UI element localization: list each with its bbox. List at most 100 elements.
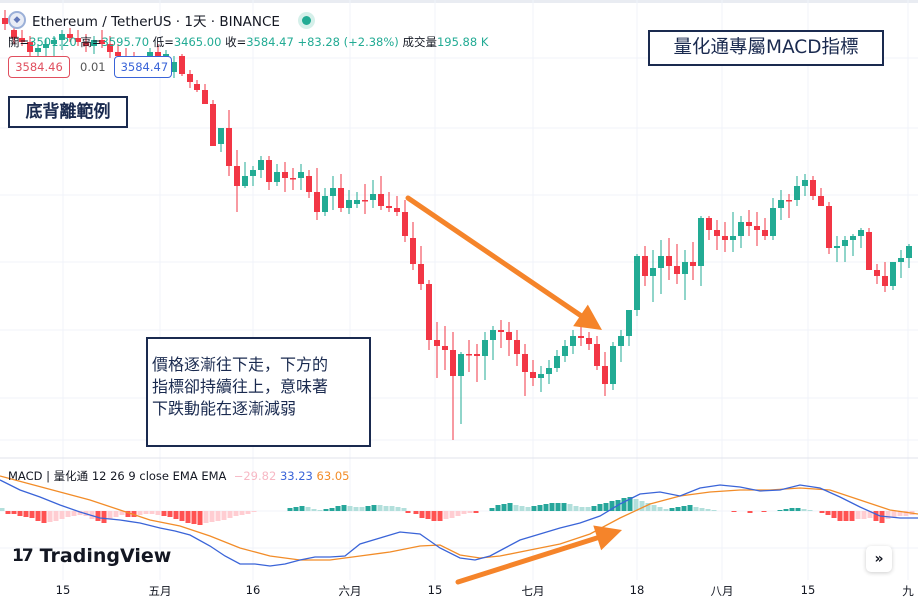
symbol-legend[interactable]: ◆ Ethereum / TetherUS · 1天 · BINANCE bbox=[8, 10, 311, 30]
candle-down bbox=[498, 330, 504, 332]
macd-histogram-bar bbox=[627, 497, 633, 511]
close-label: 收= bbox=[225, 35, 247, 49]
buy-button[interactable]: 3584.47 bbox=[113, 56, 172, 78]
macd-histogram-bar bbox=[675, 507, 681, 511]
macd-histogram-bar bbox=[639, 501, 645, 511]
divergence-example-label: 底背離範例 bbox=[8, 96, 128, 128]
macd-histogram-bar bbox=[299, 506, 305, 511]
candle-up bbox=[682, 262, 688, 274]
time-axis-label: 15 bbox=[427, 583, 443, 597]
macd-histogram-bar bbox=[0, 508, 5, 511]
macd-histogram-bar bbox=[849, 511, 855, 521]
candle-up bbox=[850, 236, 856, 240]
macd-histogram-bar bbox=[777, 510, 783, 511]
sell-button[interactable]: 3584.46 bbox=[8, 56, 70, 78]
macd-histogram-bar bbox=[41, 511, 47, 523]
tradingview-logo[interactable]: 17 TradingView bbox=[12, 545, 171, 567]
candle-down bbox=[506, 332, 512, 340]
macd-histogram-bar bbox=[687, 505, 693, 511]
macd-histogram-bar bbox=[843, 511, 849, 521]
macd-histogram-bar bbox=[11, 511, 17, 514]
candle-down bbox=[530, 372, 536, 378]
macd-histogram-bar bbox=[507, 503, 513, 511]
low-value: 3465.00 bbox=[173, 35, 222, 49]
macd-histogram-bar bbox=[591, 506, 597, 511]
divergence-explanation-note: 價格逐漸往下走，下方的 指標卻持續往上，意味著 下跌動能在逐漸減弱 bbox=[146, 337, 371, 447]
time-axis[interactable]: 15 五月 16 六月 15 七月 18 八月 15 九 bbox=[0, 580, 918, 605]
candle-up bbox=[570, 336, 576, 346]
change-value: +83.28 (+2.38%) bbox=[297, 35, 399, 49]
candle-up bbox=[298, 172, 304, 178]
macd-histogram-bar bbox=[525, 507, 531, 511]
macd-histogram-bar bbox=[819, 511, 825, 513]
candle-up bbox=[794, 186, 800, 200]
candle-up bbox=[658, 256, 664, 268]
candle-up bbox=[906, 246, 912, 258]
macd-histogram-bar bbox=[609, 501, 615, 511]
candle-down bbox=[442, 346, 448, 350]
candle-down bbox=[826, 206, 832, 248]
candle-down bbox=[522, 354, 528, 372]
macd-histogram-bar bbox=[513, 505, 519, 511]
macd-histogram-bar bbox=[699, 508, 705, 511]
candle-up bbox=[730, 236, 736, 240]
macd-histogram-bar bbox=[365, 506, 371, 511]
macd-histogram-bar bbox=[855, 511, 861, 519]
macd-histogram-bar bbox=[825, 511, 831, 515]
macd-indicator-legend[interactable]: MACD | 量化通 12 26 9 close EMA EMA −29.82 … bbox=[8, 468, 349, 484]
macd-histogram-bar bbox=[401, 508, 407, 511]
macd-histogram-bar bbox=[425, 511, 431, 519]
candle-down bbox=[202, 90, 208, 104]
candle-down bbox=[210, 104, 216, 146]
signal-line-value: 63.05 bbox=[316, 469, 350, 483]
note-line-1: 價格逐漸往下走，下方的 bbox=[152, 355, 329, 374]
macd-histogram-bar bbox=[645, 503, 651, 511]
macd-histogram-bar bbox=[317, 510, 323, 511]
macd-histogram-bar bbox=[59, 511, 65, 519]
candle-down bbox=[466, 354, 472, 356]
candle-down bbox=[426, 284, 432, 340]
macd-histogram-bar bbox=[711, 510, 717, 511]
candle-down bbox=[362, 200, 368, 202]
macd-line bbox=[0, 479, 918, 567]
symbol-title[interactable]: Ethereum / TetherUS · 1天 · BINANCE bbox=[32, 14, 280, 30]
time-axis-label: 15 bbox=[55, 583, 71, 597]
macd-histogram-bar bbox=[405, 511, 411, 513]
candle-down bbox=[194, 84, 200, 90]
candle-down bbox=[810, 180, 816, 196]
candle-down bbox=[19, 38, 25, 42]
open-value: 3501.20 bbox=[29, 35, 77, 49]
ethereum-icon: ◆ bbox=[8, 11, 26, 29]
candle-down bbox=[754, 226, 760, 230]
macd-histogram-bar bbox=[101, 511, 107, 523]
candle-down bbox=[746, 222, 752, 226]
macd-histogram-bar bbox=[239, 511, 245, 515]
macd-histogram-bar bbox=[113, 511, 119, 517]
macd-histogram-bar bbox=[35, 511, 41, 521]
market-open-status-icon[interactable] bbox=[301, 15, 311, 25]
macd-histogram-bar bbox=[77, 511, 83, 515]
candle-up bbox=[858, 230, 864, 236]
candle-down bbox=[107, 44, 113, 52]
candle-down bbox=[266, 160, 272, 182]
candle-down bbox=[786, 200, 792, 202]
time-axis-label: 15 bbox=[800, 583, 816, 597]
macd-histogram-bar bbox=[783, 509, 789, 511]
candle-up bbox=[346, 200, 352, 208]
candle-down bbox=[155, 52, 161, 58]
candle-up bbox=[650, 268, 656, 276]
macd-histogram-bar bbox=[837, 511, 843, 521]
macd-histogram-bar bbox=[179, 511, 185, 521]
macd-histogram-bar bbox=[891, 511, 897, 517]
macd-histogram-bar bbox=[347, 506, 353, 511]
candle-up bbox=[562, 346, 568, 356]
macd-histogram-bar bbox=[747, 511, 753, 513]
macd-name[interactable]: MACD bbox=[8, 469, 43, 483]
candle-up bbox=[610, 346, 616, 384]
scroll-to-realtime-button[interactable]: » bbox=[866, 546, 892, 572]
macd-histogram-bar bbox=[53, 511, 59, 521]
macd-histogram-bar bbox=[531, 506, 537, 511]
macd-histogram-bar bbox=[29, 511, 35, 518]
